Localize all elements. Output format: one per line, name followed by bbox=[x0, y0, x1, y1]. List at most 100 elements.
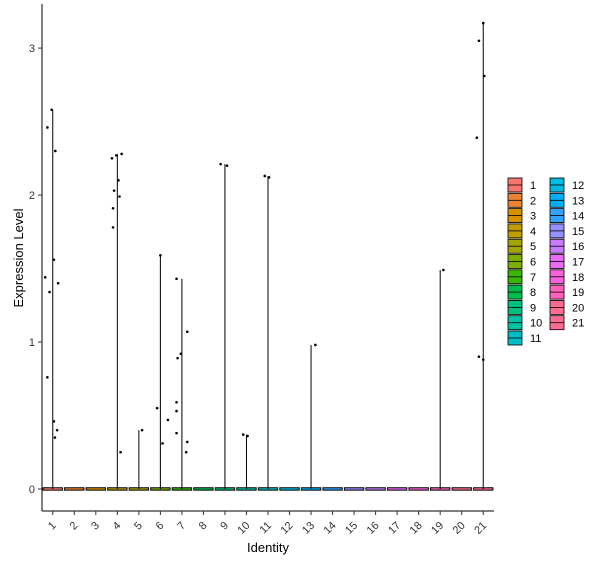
y-axis-title: Expression Level bbox=[11, 208, 26, 307]
data-point bbox=[481, 358, 485, 361]
data-point bbox=[442, 268, 445, 272]
data-point bbox=[159, 253, 162, 257]
x-tick-label: 21 bbox=[472, 520, 489, 537]
data-point bbox=[175, 277, 178, 281]
data-point bbox=[481, 21, 485, 25]
legend-item-12: 12 bbox=[549, 177, 584, 193]
data-point bbox=[140, 428, 144, 432]
violin-12 bbox=[279, 487, 300, 491]
legend-item-20: 20 bbox=[549, 299, 584, 315]
violin-base-12 bbox=[279, 487, 300, 491]
y-tick-label: 1 bbox=[29, 337, 35, 349]
legend-item-21: 21 bbox=[549, 315, 584, 331]
legend-label: 9 bbox=[530, 302, 536, 314]
data-point bbox=[54, 149, 57, 153]
x-tick-label: 4 bbox=[111, 520, 124, 533]
legend-item-3: 3 bbox=[507, 208, 536, 224]
legend-label: 4 bbox=[530, 226, 536, 238]
legend-item-6: 6 bbox=[507, 254, 536, 269]
legend-item-13: 13 bbox=[549, 192, 584, 208]
data-point bbox=[43, 276, 47, 279]
data-point bbox=[119, 450, 122, 454]
legend-label: 20 bbox=[572, 302, 584, 314]
violin-21 bbox=[473, 23, 494, 491]
legend-label: 3 bbox=[530, 211, 536, 223]
data-point bbox=[175, 431, 178, 435]
legend-item-17: 17 bbox=[549, 254, 584, 269]
legend-label: 10 bbox=[530, 318, 542, 330]
data-point bbox=[114, 154, 118, 157]
legend-item-19: 19 bbox=[549, 284, 584, 300]
legend-item-11: 11 bbox=[507, 330, 541, 346]
x-tick-label: 16 bbox=[365, 520, 382, 537]
legend-label: 15 bbox=[572, 226, 584, 238]
data-point bbox=[483, 74, 486, 78]
x-tick-label: 13 bbox=[300, 520, 317, 537]
violins-layer bbox=[42, 23, 494, 491]
data-point bbox=[179, 352, 183, 356]
legend-item-9: 9 bbox=[507, 299, 536, 315]
legend-label: 18 bbox=[572, 272, 584, 284]
x-tick-label: 2 bbox=[68, 520, 81, 533]
legend-item-4: 4 bbox=[507, 223, 536, 239]
data-point bbox=[111, 206, 115, 210]
data-point bbox=[241, 433, 245, 436]
x-tick-label: 6 bbox=[154, 520, 167, 533]
data-point bbox=[53, 436, 57, 439]
legend-label: 7 bbox=[530, 272, 536, 284]
x-tick-label: 7 bbox=[175, 520, 188, 533]
data-point bbox=[175, 409, 178, 413]
data-point bbox=[166, 418, 170, 422]
data-point bbox=[55, 428, 59, 432]
legend-item-5: 5 bbox=[507, 238, 536, 254]
x-axis-title: Identity bbox=[247, 540, 289, 555]
legend-label: 5 bbox=[530, 241, 536, 253]
data-point bbox=[111, 226, 115, 229]
data-point bbox=[46, 126, 49, 129]
y-tick-label: 3 bbox=[29, 43, 35, 55]
data-point bbox=[175, 400, 178, 404]
data-point bbox=[112, 189, 116, 192]
violin-19 bbox=[430, 269, 451, 491]
legend-item-15: 15 bbox=[549, 223, 584, 239]
data-point bbox=[267, 176, 271, 179]
data-point bbox=[161, 442, 164, 445]
legend-label: 1 bbox=[530, 180, 536, 192]
data-point bbox=[46, 375, 49, 379]
legend-label: 12 bbox=[572, 180, 584, 192]
data-point bbox=[117, 179, 120, 182]
data-point bbox=[263, 174, 267, 178]
legend-item-18: 18 bbox=[549, 269, 584, 285]
violin-7 bbox=[171, 278, 193, 491]
data-point bbox=[185, 440, 189, 444]
legend-label: 17 bbox=[572, 257, 584, 269]
violin-2 bbox=[64, 487, 85, 491]
legend-label: 6 bbox=[530, 257, 536, 269]
x-tick-label: 20 bbox=[451, 520, 468, 537]
violin-18 bbox=[408, 487, 429, 491]
violin-base-3 bbox=[85, 487, 106, 491]
data-point bbox=[219, 162, 222, 166]
violin-11 bbox=[257, 175, 279, 491]
legend-item-16: 16 bbox=[549, 238, 584, 254]
x-tick-label: 8 bbox=[197, 520, 210, 533]
x-tick-label: 19 bbox=[429, 520, 446, 537]
violin-base-2 bbox=[64, 487, 85, 491]
violin-base-16 bbox=[365, 487, 386, 491]
x-tick-label: 10 bbox=[235, 520, 252, 537]
legend-label: 2 bbox=[530, 195, 536, 207]
violin-13 bbox=[300, 344, 322, 491]
legend-item-10: 10 bbox=[507, 315, 542, 331]
data-point bbox=[56, 281, 60, 285]
violin-1 bbox=[42, 109, 63, 491]
data-point bbox=[110, 157, 114, 160]
legend-item-8: 8 bbox=[507, 284, 536, 300]
x-tick-label: 3 bbox=[89, 520, 102, 533]
legend-label: 21 bbox=[572, 318, 584, 330]
data-point bbox=[475, 136, 479, 140]
data-point bbox=[184, 450, 188, 454]
data-point bbox=[176, 356, 179, 360]
data-point bbox=[48, 290, 51, 294]
legend-label: 13 bbox=[572, 195, 584, 207]
